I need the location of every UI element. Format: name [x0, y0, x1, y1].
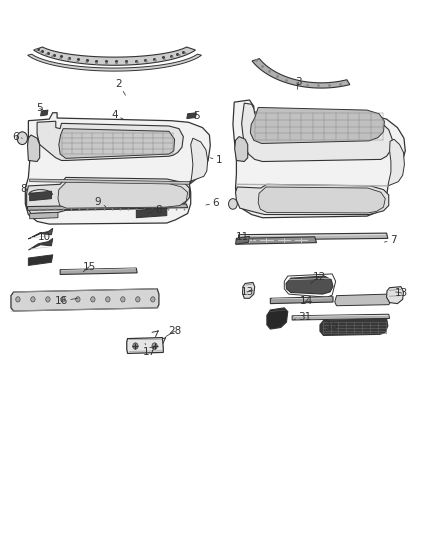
Polygon shape: [127, 337, 163, 353]
Text: 8: 8: [147, 205, 162, 215]
Circle shape: [76, 297, 80, 302]
Text: 28: 28: [166, 326, 181, 336]
Text: 6: 6: [12, 132, 22, 142]
Text: 13: 13: [395, 288, 408, 298]
Polygon shape: [237, 237, 317, 244]
Text: 14: 14: [300, 296, 313, 306]
Text: 31: 31: [294, 312, 312, 322]
Polygon shape: [267, 308, 288, 329]
Polygon shape: [28, 255, 53, 265]
Polygon shape: [335, 294, 391, 306]
Polygon shape: [286, 276, 333, 294]
Circle shape: [229, 199, 237, 209]
Polygon shape: [27, 177, 189, 214]
Circle shape: [61, 297, 65, 302]
Polygon shape: [30, 213, 58, 219]
Text: 12: 12: [311, 272, 326, 284]
Polygon shape: [252, 59, 350, 88]
Text: 2: 2: [116, 78, 125, 95]
Text: 11: 11: [237, 232, 253, 242]
Text: 7: 7: [385, 235, 396, 245]
Circle shape: [133, 343, 138, 349]
Polygon shape: [236, 184, 389, 215]
Polygon shape: [28, 228, 53, 239]
Text: 8: 8: [21, 183, 34, 195]
Polygon shape: [34, 47, 195, 65]
Polygon shape: [233, 100, 405, 217]
Text: 16: 16: [55, 296, 78, 306]
Polygon shape: [387, 287, 403, 304]
Circle shape: [121, 297, 125, 302]
Circle shape: [31, 297, 35, 302]
Polygon shape: [242, 103, 392, 161]
Polygon shape: [59, 128, 175, 158]
Polygon shape: [25, 113, 210, 224]
Text: 15: 15: [83, 262, 96, 272]
Polygon shape: [258, 187, 385, 213]
Polygon shape: [187, 113, 196, 118]
Text: 9: 9: [95, 197, 106, 207]
Polygon shape: [30, 179, 189, 184]
Polygon shape: [11, 289, 159, 311]
Text: 6: 6: [206, 198, 219, 208]
Circle shape: [152, 343, 157, 349]
Polygon shape: [28, 204, 187, 211]
Polygon shape: [28, 54, 201, 71]
Circle shape: [17, 132, 28, 144]
Text: 5: 5: [190, 111, 200, 122]
Text: 4: 4: [111, 110, 123, 120]
Text: 1: 1: [210, 156, 223, 165]
Polygon shape: [30, 191, 51, 201]
Polygon shape: [292, 314, 390, 320]
Text: 3: 3: [295, 77, 301, 90]
Circle shape: [91, 297, 95, 302]
Text: 15: 15: [325, 321, 339, 331]
Polygon shape: [28, 238, 53, 250]
Circle shape: [106, 297, 110, 302]
Text: 10: 10: [38, 232, 51, 245]
Polygon shape: [189, 138, 208, 183]
Polygon shape: [239, 233, 388, 240]
Polygon shape: [243, 282, 254, 298]
Text: 5: 5: [36, 103, 45, 114]
Polygon shape: [270, 297, 333, 304]
Polygon shape: [58, 182, 187, 208]
Polygon shape: [235, 136, 248, 161]
Circle shape: [151, 297, 155, 302]
Circle shape: [46, 297, 50, 302]
Polygon shape: [41, 110, 48, 116]
Polygon shape: [60, 268, 137, 274]
Polygon shape: [37, 121, 184, 160]
Polygon shape: [136, 208, 167, 217]
Polygon shape: [320, 318, 388, 335]
Polygon shape: [251, 108, 385, 143]
Circle shape: [136, 297, 140, 302]
Polygon shape: [388, 139, 404, 186]
Text: 17: 17: [143, 343, 156, 358]
Polygon shape: [28, 135, 40, 161]
Circle shape: [16, 297, 20, 302]
Text: 13: 13: [240, 287, 254, 297]
Polygon shape: [236, 236, 250, 244]
